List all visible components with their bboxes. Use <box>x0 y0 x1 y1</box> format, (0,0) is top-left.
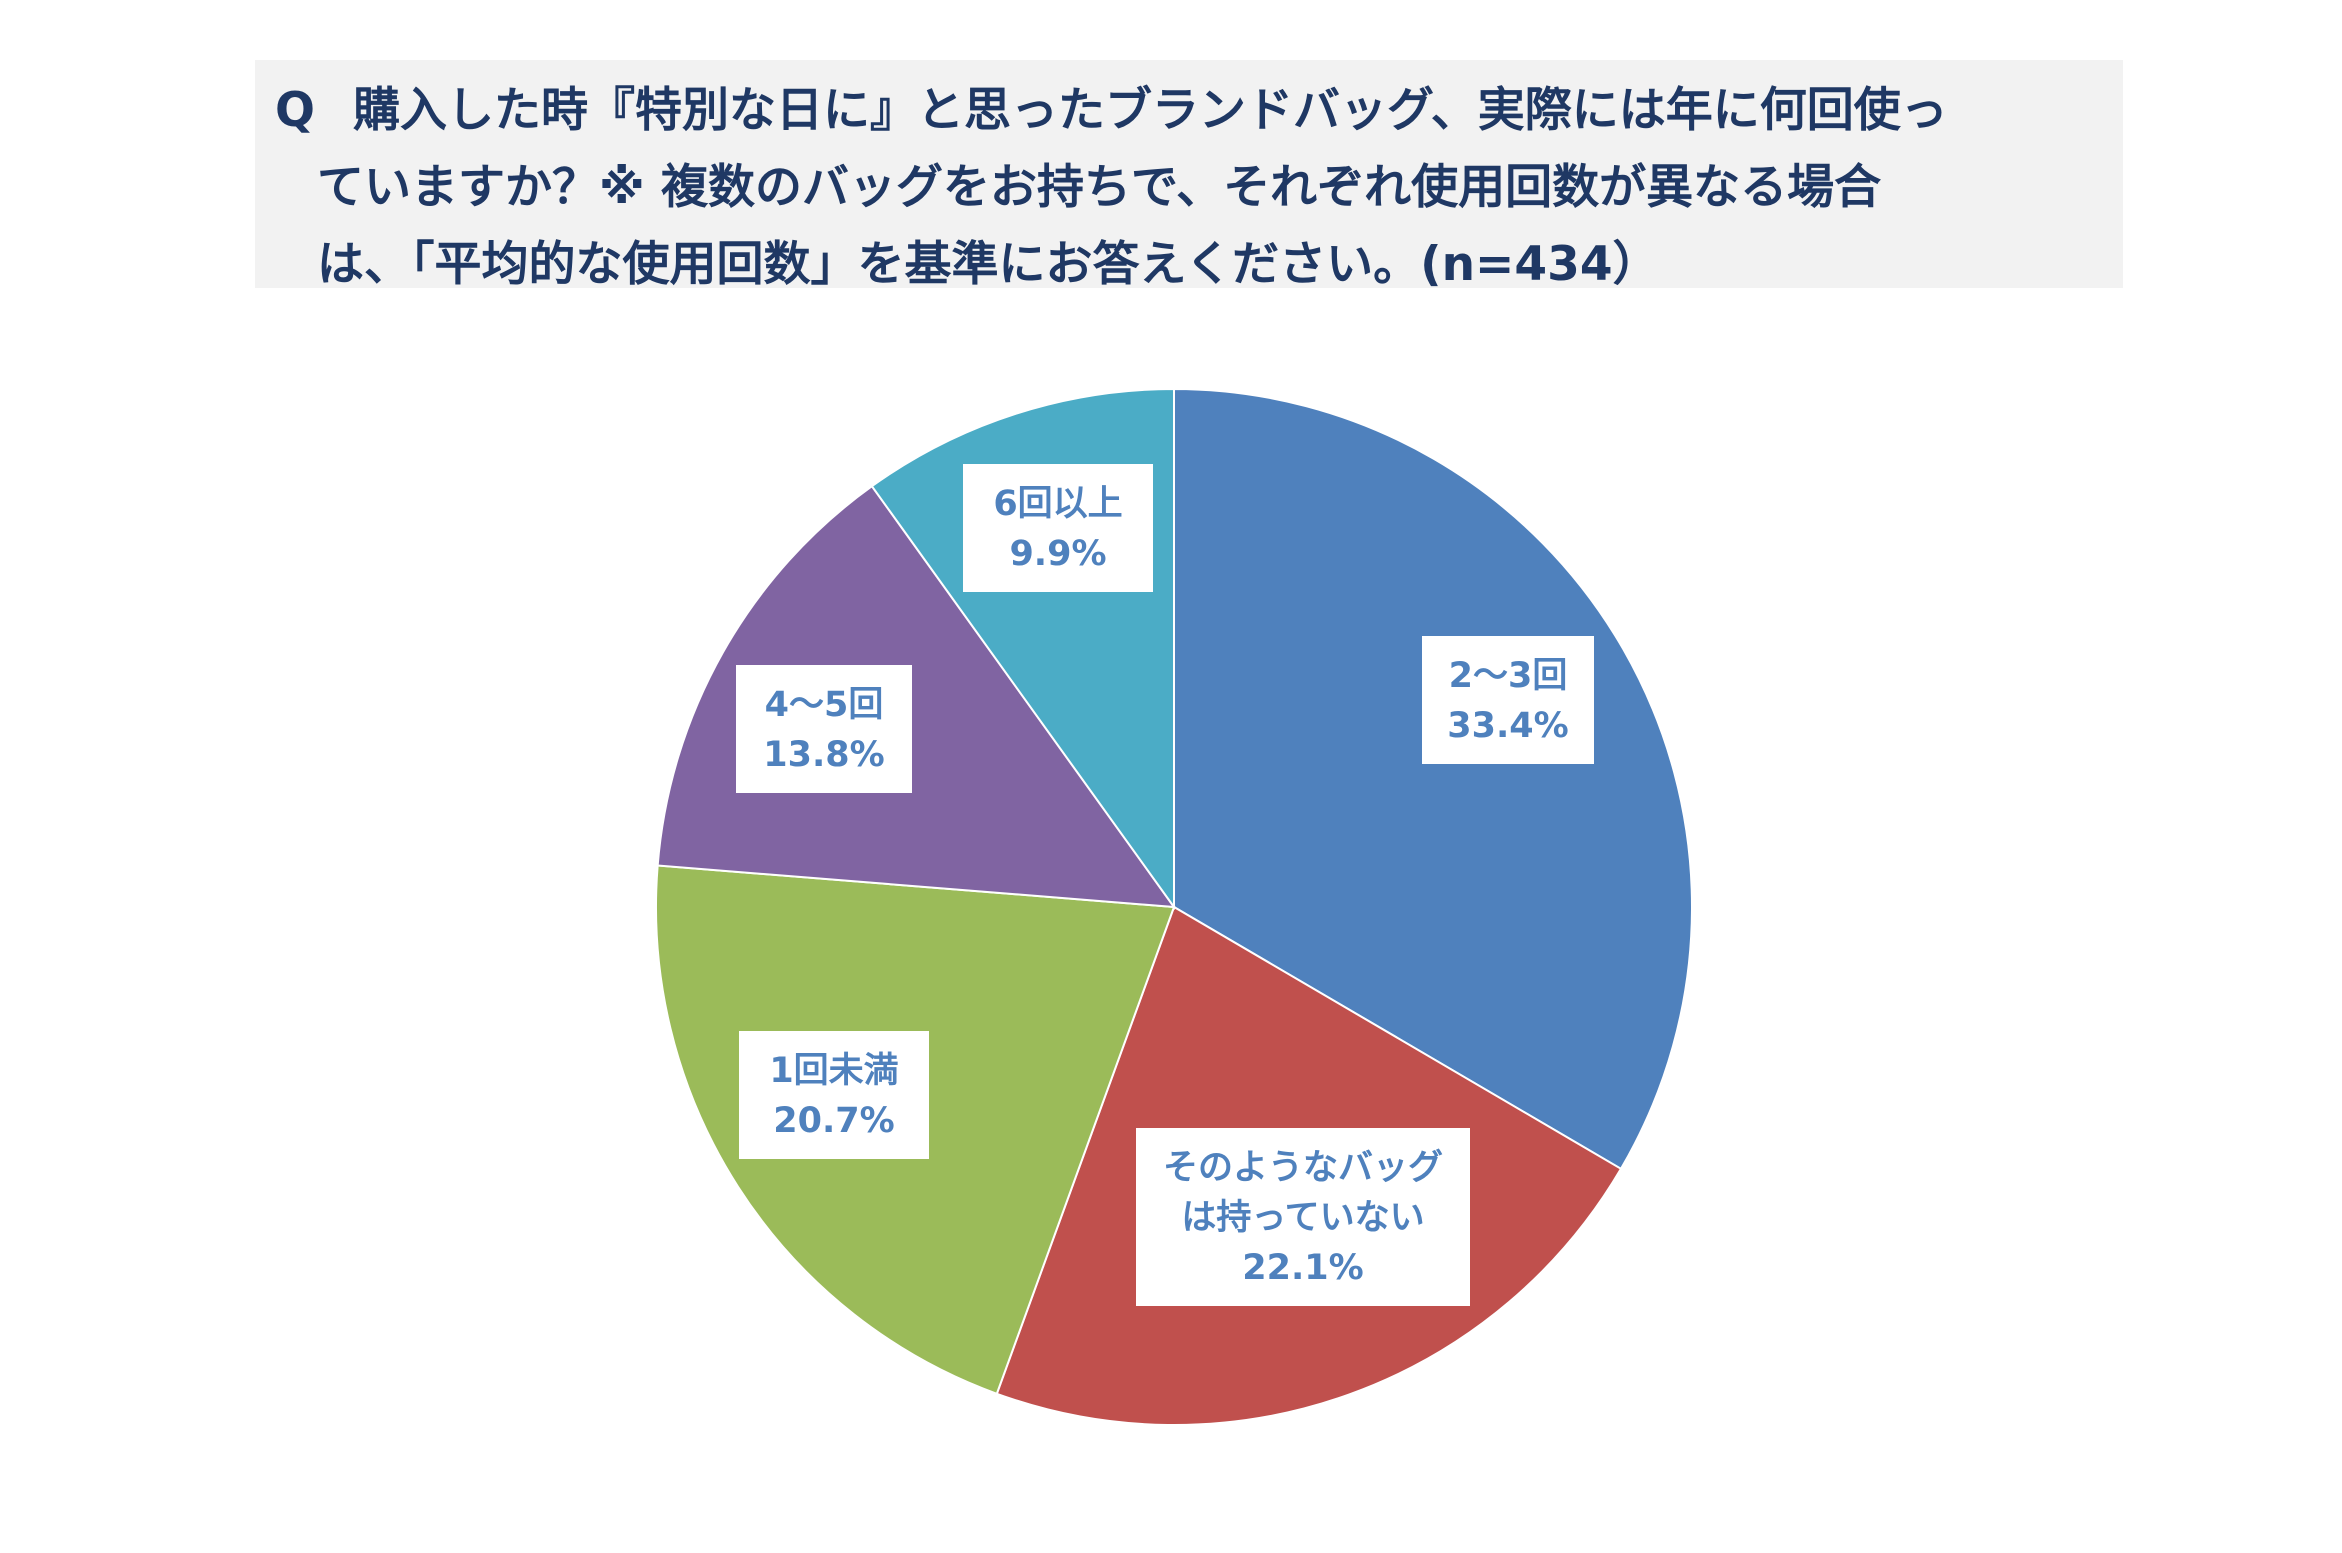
slice-value-label: 33.4% <box>1447 706 1568 746</box>
question-line-2: ていますか？※ 複数のバッグをお持ちで、それぞれ使用回数が異なる場合 <box>317 160 1882 215</box>
slice-label-text: 2〜3回 <box>1449 656 1568 696</box>
data-label-4: 4〜5回 13.8% <box>736 665 912 793</box>
slice-label-text: は持っていない <box>1181 1198 1424 1238</box>
slice-value-label: 13.8% <box>763 735 884 775</box>
pie-slice-1 <box>1173 387 1693 1171</box>
data-label-box <box>1422 636 1594 764</box>
slice-value-label: 9.9% <box>1009 534 1106 574</box>
slice-label-text: 6回以上 <box>993 484 1122 524</box>
question-box: Q 購入した時『特別な日に』と思ったブランドバッグ、実際には年に何回使っ ています… <box>255 60 2123 292</box>
data-label-1: 2〜3回 33.4% <box>1422 636 1594 764</box>
slice-value-label: 20.7% <box>773 1101 894 1141</box>
data-label-box <box>736 665 912 793</box>
question-line-1: Q 購入した時『特別な日に』と思ったブランドバッグ、実際には年に何回使っ <box>275 72 2103 149</box>
data-label-box <box>739 1031 929 1159</box>
data-label-box <box>963 464 1153 592</box>
data-label-5: 6回以上 9.9% <box>963 464 1153 592</box>
question-text-1: 購入した時『特別な日に』と思ったブランドバッグ、実際には年に何回使っ <box>353 83 1948 138</box>
data-label-3: 1回未満 20.7% <box>739 1031 929 1159</box>
pie-slice-4 <box>656 484 1177 909</box>
slice-label-text: 4〜5回 <box>765 685 884 725</box>
data-label-box <box>1136 1128 1470 1306</box>
question-line-3: は、「平均的な使用回数」を基準にお答えください。(n=434） <box>317 237 1660 292</box>
slice-label-text: 1回未満 <box>769 1051 898 1091</box>
question-q-mark: Q <box>275 83 315 138</box>
slice-label-text: そのようなバッグ <box>1163 1148 1443 1188</box>
slice-value-label: 22.1% <box>1242 1248 1363 1288</box>
